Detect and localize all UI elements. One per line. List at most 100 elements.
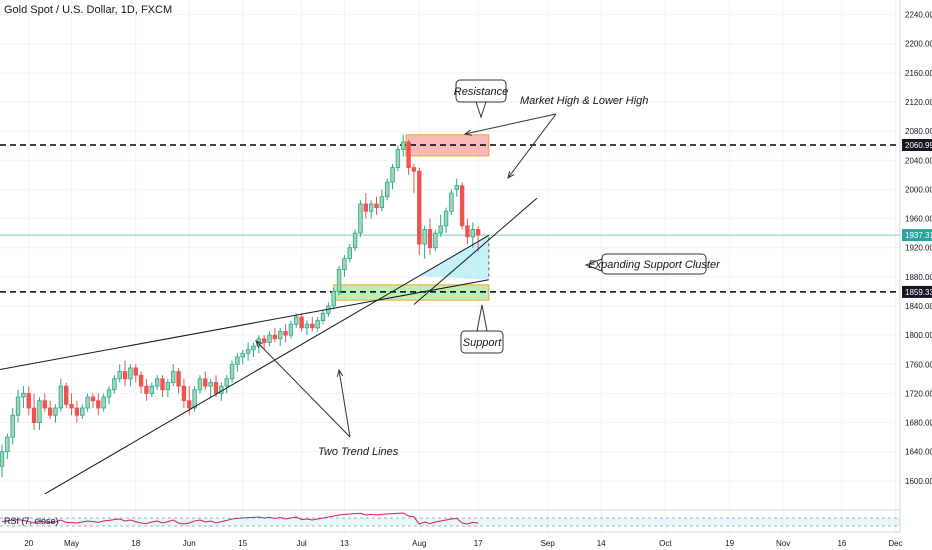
cluster-callout-pointer xyxy=(584,258,603,272)
candle-body xyxy=(449,192,454,212)
market-high-arrow xyxy=(464,113,557,135)
y-tick-label: 1960.00 xyxy=(905,215,932,224)
x-tick-label: Jul xyxy=(296,539,306,548)
y-tick-label: 2240.00 xyxy=(905,11,932,20)
candle-body xyxy=(112,378,117,391)
x-tick-label: 20 xyxy=(24,539,33,548)
candle-body xyxy=(85,396,90,409)
candle-body xyxy=(53,407,58,416)
x-tick-label: Oct xyxy=(659,539,672,548)
candle-body xyxy=(181,385,187,402)
candle-body xyxy=(320,312,326,321)
candle-body xyxy=(358,203,363,234)
lower-high-arrow xyxy=(507,113,557,179)
candle-body xyxy=(459,185,465,227)
candle-body xyxy=(15,396,21,416)
cluster-callout-box xyxy=(601,253,707,275)
x-tick-label: Sep xyxy=(541,539,556,548)
support-callout-label: Support xyxy=(463,337,502,349)
cluster-callout-label: Expanding Support Cluster xyxy=(588,259,721,271)
candle-body xyxy=(406,141,411,168)
candle-body xyxy=(117,371,122,380)
market-high-arrow-head xyxy=(463,129,472,136)
candle-body xyxy=(422,229,427,245)
candle-body xyxy=(401,141,406,150)
candle-body xyxy=(368,203,374,212)
support-price-tag xyxy=(902,285,932,298)
candle-body xyxy=(261,338,267,343)
candle-body xyxy=(149,385,154,394)
y-tick-label: 1720.00 xyxy=(905,389,932,398)
trend-line xyxy=(413,197,538,305)
x-tick-label: 14 xyxy=(597,539,606,548)
candle-body xyxy=(411,167,417,172)
y-tick-label: 1840.00 xyxy=(905,302,932,311)
annotations: Resistance Market High & Lower High Expand… xyxy=(255,79,721,458)
candle-body xyxy=(470,229,475,238)
price-axis-bg xyxy=(900,0,932,550)
candle-body xyxy=(352,232,358,249)
candle-body xyxy=(336,269,342,292)
resistance-callout-label: Resistance xyxy=(454,86,508,98)
candle-body xyxy=(342,258,347,270)
candle-body xyxy=(395,148,401,168)
candles xyxy=(0,134,481,478)
candle-body xyxy=(240,352,245,358)
candle-body xyxy=(69,403,74,409)
rsi-line xyxy=(1,512,479,525)
trend-arrow-2-head xyxy=(336,368,344,377)
candle-body xyxy=(0,451,5,467)
trend-line xyxy=(0,279,489,371)
candle-body xyxy=(160,378,165,391)
candle-body xyxy=(347,247,352,260)
candle-body xyxy=(26,393,31,409)
candle-body xyxy=(433,232,438,249)
candle-body xyxy=(224,378,229,387)
candle-body xyxy=(235,356,240,365)
candle-body xyxy=(37,400,42,423)
candle-body xyxy=(390,167,395,183)
resistance-zone xyxy=(405,134,490,157)
x-tick-label: 15 xyxy=(238,539,247,548)
candle-body xyxy=(144,385,149,394)
candle-body xyxy=(90,396,96,402)
candle-body xyxy=(299,316,304,329)
candle-body xyxy=(475,229,481,236)
candle-body xyxy=(96,400,101,409)
support-callout-pointer xyxy=(476,304,488,332)
candle-body xyxy=(331,291,336,307)
candle-body xyxy=(208,382,213,387)
x-tick-label: Dec xyxy=(888,539,902,548)
candle-body xyxy=(21,393,26,398)
candle-body xyxy=(251,345,256,351)
candle-body xyxy=(267,334,272,343)
candle-body xyxy=(374,203,379,209)
candle-body xyxy=(465,225,470,238)
candle-body xyxy=(122,371,128,380)
y-tick-label: 1800.00 xyxy=(905,331,932,340)
x-tick-label: 13 xyxy=(340,539,349,548)
candle-body xyxy=(363,203,368,212)
trend-arrow-1 xyxy=(255,340,351,438)
horizontal-levels xyxy=(0,144,900,293)
candle-body xyxy=(245,349,251,354)
price-axis: 2240.00 2200.00 2160.00 2120.00 2080.00 2040.… xyxy=(899,0,932,550)
candle-body xyxy=(197,378,203,391)
candle-body xyxy=(192,389,197,409)
candle-body xyxy=(74,407,80,416)
candle-body xyxy=(47,407,53,416)
candle-body xyxy=(31,407,37,423)
candle-body xyxy=(58,385,64,409)
y-tick-label: 2040.00 xyxy=(905,156,932,165)
rsi-label: RSI (7, close) xyxy=(4,516,59,526)
candle-body xyxy=(294,316,299,325)
candle-body xyxy=(64,385,69,405)
lower-high-arrow-head xyxy=(507,171,515,180)
trend-lines xyxy=(0,197,538,495)
candle-body xyxy=(213,382,219,394)
y-tick-label: 2200.00 xyxy=(905,40,932,49)
rsi-band xyxy=(0,518,900,526)
price-zones xyxy=(333,134,490,301)
